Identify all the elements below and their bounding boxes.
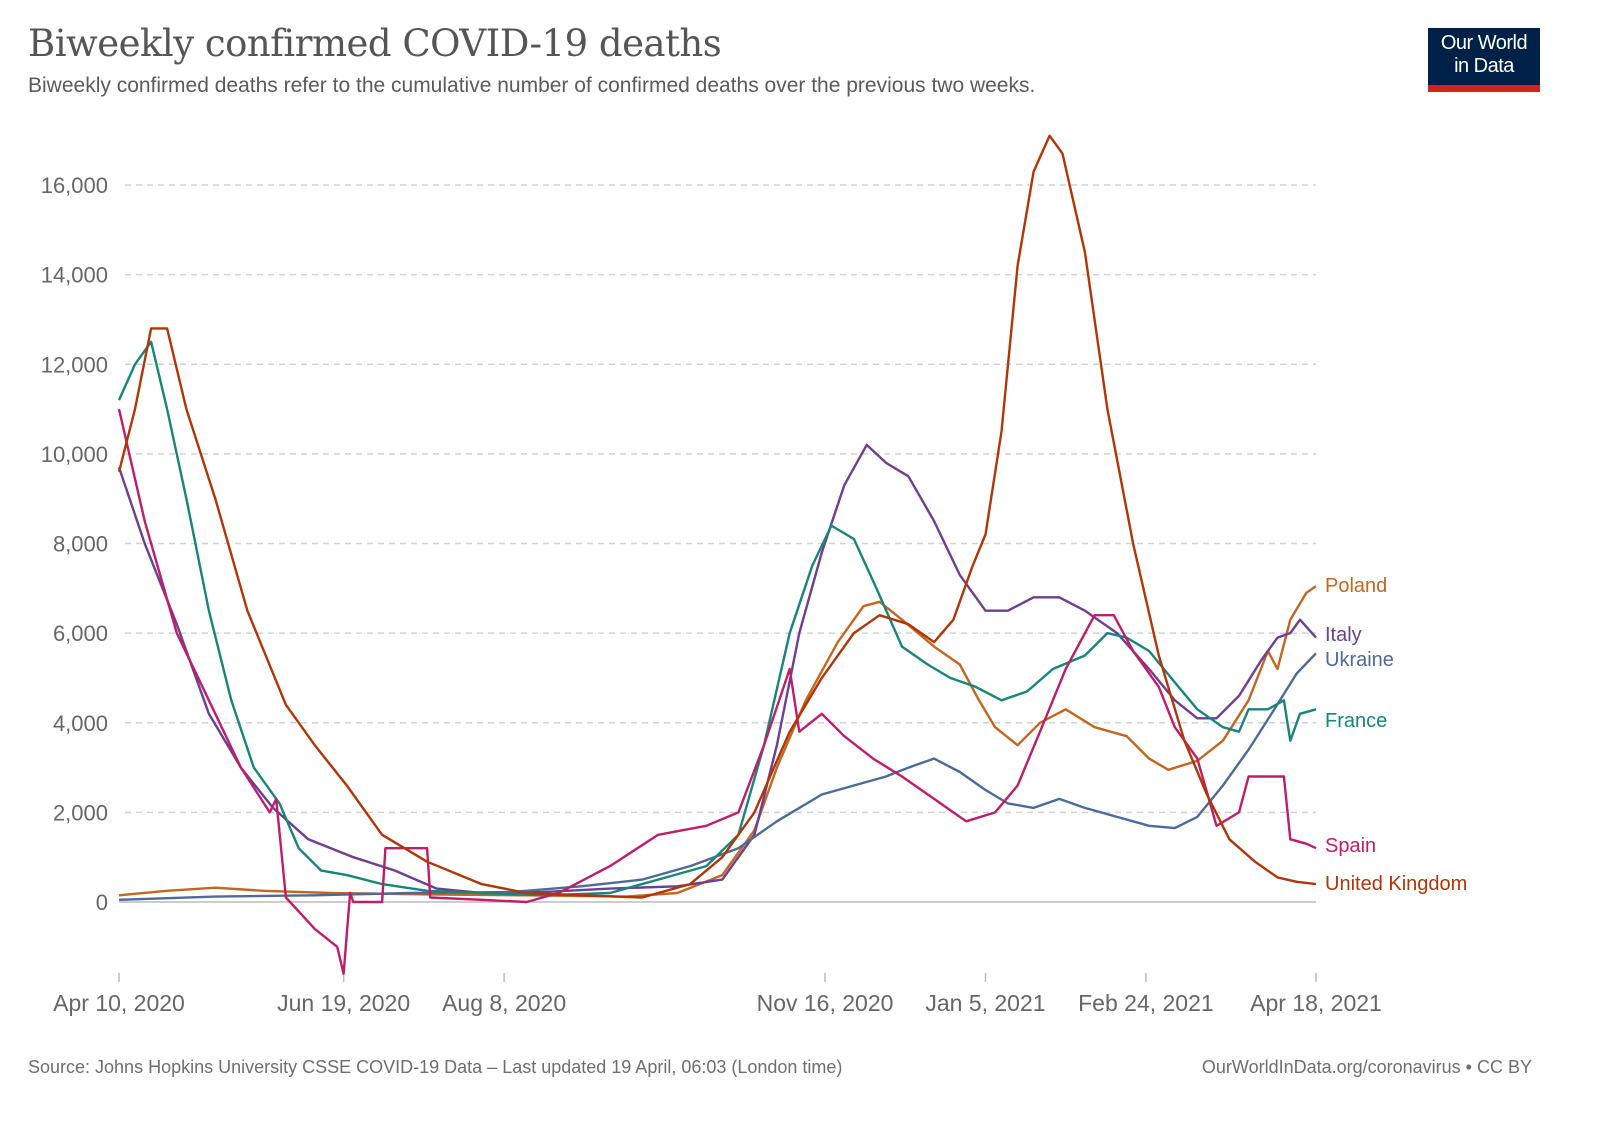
y-tick-label: 2,000 bbox=[53, 800, 108, 825]
y-tick-label: 8,000 bbox=[53, 532, 108, 557]
y-tick-label: 14,000 bbox=[41, 263, 108, 288]
series-line-ukraine bbox=[118, 652, 1317, 901]
series-line-spain bbox=[117, 408, 1317, 975]
x-tick-label: Apr 18, 2021 bbox=[1250, 990, 1382, 1016]
series-line-italy bbox=[117, 443, 1317, 895]
series-line-poland bbox=[118, 585, 1317, 898]
series-label-italy: Italy bbox=[1325, 624, 1362, 646]
x-tick-label: Aug 8, 2020 bbox=[442, 990, 566, 1016]
logo-line-1: Our World bbox=[1440, 32, 1528, 54]
y-tick-label: 6,000 bbox=[53, 621, 108, 646]
series-label-poland: Poland bbox=[1325, 575, 1387, 597]
series-label-united-kingdom: United Kingdom bbox=[1325, 873, 1467, 895]
x-tick-label: Apr 10, 2020 bbox=[53, 990, 185, 1016]
y-tick-label: 10,000 bbox=[41, 442, 108, 467]
chart-subtitle: Biweekly confirmed deaths refer to the c… bbox=[28, 74, 1036, 97]
chart-title: Biweekly confirmed COVID-19 deaths bbox=[28, 22, 722, 65]
logo-accent-bar bbox=[1428, 85, 1540, 92]
series-label-ukraine: Ukraine bbox=[1325, 649, 1394, 671]
y-tick-label: 4,000 bbox=[53, 711, 108, 736]
logo-line-2: in Data bbox=[1454, 55, 1514, 77]
y-axis: 0 2,000 4,000 6,000 8,000 10,000 12,000 14,000 1… bbox=[41, 173, 108, 915]
grid-lines bbox=[119, 184, 1316, 903]
series-line-france bbox=[117, 340, 1317, 897]
x-tick-label: Jun 19, 2020 bbox=[277, 990, 410, 1016]
source-note: Source: Johns Hopkins University CSSE CO… bbox=[28, 1057, 843, 1077]
x-axis: Apr 10, 2020 Jun 19, 2020 Aug 8, 2020 Nov 1… bbox=[53, 973, 1382, 1016]
x-tick-label: Nov 16, 2020 bbox=[757, 990, 894, 1016]
series-label-france: France bbox=[1325, 710, 1387, 732]
y-tick-label: 16,000 bbox=[41, 173, 108, 198]
series-lines bbox=[117, 134, 1317, 975]
series-label-spain: Spain bbox=[1325, 835, 1376, 857]
y-tick-label: 0 bbox=[96, 890, 108, 915]
x-tick-label: Jan 5, 2021 bbox=[925, 990, 1045, 1016]
y-tick-label: 12,000 bbox=[41, 352, 108, 377]
x-tick-label: Feb 24, 2021 bbox=[1078, 990, 1214, 1016]
credit-link[interactable]: OurWorldInData.org/coronavirus • CC BY bbox=[1201, 1057, 1532, 1077]
owid-logo[interactable]: Our World in Data bbox=[1428, 28, 1540, 92]
series-line-united-kingdom bbox=[117, 134, 1317, 899]
series-labels: Poland Italy Ukraine France Spain United King… bbox=[1325, 575, 1467, 895]
